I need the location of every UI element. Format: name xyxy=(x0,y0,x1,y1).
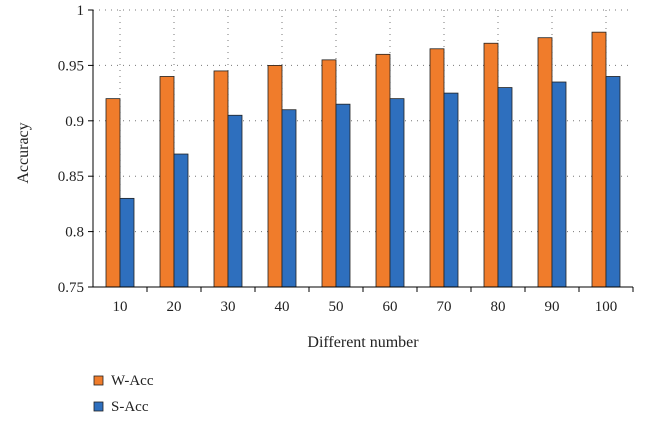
y-axis-title: Accuracy xyxy=(15,122,32,183)
bar-s-acc xyxy=(551,81,567,288)
bar-w-acc xyxy=(483,42,499,288)
y-tick-label: 0.8 xyxy=(65,225,84,241)
legend-label: S-Acc xyxy=(111,399,149,415)
bar-w-acc xyxy=(159,76,175,288)
bar-s-acc xyxy=(497,87,513,288)
x-tick-label: 80 xyxy=(491,299,506,315)
legend: W-Acc S-Acc xyxy=(93,373,154,415)
x-tick-label: 70 xyxy=(437,299,452,315)
x-axis-title: Different number xyxy=(307,334,419,351)
y-tick-label: 0.95 xyxy=(58,58,84,74)
bar-w-acc xyxy=(537,37,553,288)
x-tick-label: 20 xyxy=(167,299,182,315)
tick-labels: 0.75 0.8 0.85 0.9 0.95 1 10 20 30 40 50 60 70 80 90 100 xyxy=(58,3,618,315)
bar-s-acc xyxy=(389,98,405,288)
x-tick-label: 30 xyxy=(221,299,236,315)
bar-w-acc xyxy=(429,48,445,288)
bar-w-acc xyxy=(321,59,337,288)
bar-s-acc xyxy=(119,197,135,288)
bar-w-acc xyxy=(105,98,121,288)
x-tick-label: 90 xyxy=(545,299,560,315)
y-tick-label: 0.85 xyxy=(58,169,84,185)
bar-s-acc xyxy=(443,92,459,288)
bar-s-acc xyxy=(281,109,297,288)
legend-label: W-Acc xyxy=(111,373,154,389)
x-tick-label: 60 xyxy=(383,299,398,315)
bar-w-acc xyxy=(213,70,229,288)
axes xyxy=(88,9,634,292)
legend-swatch-s-acc xyxy=(93,401,104,412)
x-tick-label: 10 xyxy=(113,299,128,315)
bar-s-acc xyxy=(335,103,351,288)
y-tick-label: 0.9 xyxy=(65,114,84,130)
x-tick-label: 100 xyxy=(595,299,618,315)
y-tick-label: 0.75 xyxy=(58,280,84,296)
bar-w-acc xyxy=(375,53,391,288)
y-tick-label: 1 xyxy=(77,3,85,19)
x-tick-label: 40 xyxy=(275,299,290,315)
x-tick-label: 50 xyxy=(329,299,344,315)
legend-swatch-w-acc xyxy=(93,375,104,386)
bar-s-acc xyxy=(227,114,243,288)
bars xyxy=(105,31,621,288)
bar-s-acc xyxy=(173,153,189,288)
bar-w-acc xyxy=(267,65,283,288)
bar-w-acc xyxy=(591,31,607,288)
bar-s-acc xyxy=(605,76,621,288)
